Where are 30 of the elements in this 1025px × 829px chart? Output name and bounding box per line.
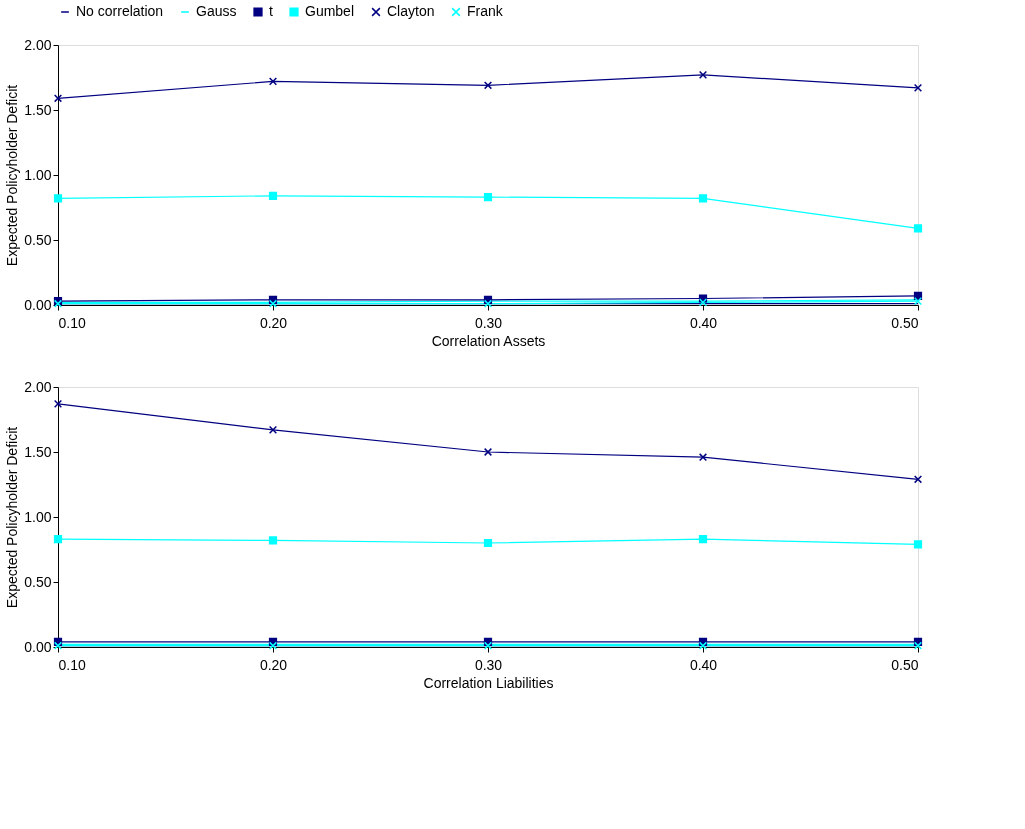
x-tick-label: 0.40 [689,656,718,673]
legend-label: No correlation [76,3,164,19]
x-tick-label: 0.30 [474,314,503,331]
x-axis-title: Correlation Liabilities [423,674,554,691]
y-tick-label: 1.50 [24,101,52,118]
y-tick-label: 1.00 [24,166,52,183]
y-tick-label: 0.50 [24,573,52,590]
y-axis-title: Expected Policyholder Deficit [4,84,21,267]
y-tick-label: 2.00 [24,378,52,395]
x-tick-label: 0.20 [259,656,288,673]
y-tick-label: 0.50 [24,231,52,248]
x-tick-label: 0.30 [474,656,503,673]
x-tick-label: 0.50 [891,314,919,331]
x-axis-title: Correlation Assets [431,332,546,349]
legend-label: Gauss [196,3,237,19]
x-tick-label: 0.10 [58,314,86,331]
y-tick-label: 1.50 [24,443,52,460]
x-tick-label: 0.50 [891,656,919,673]
y-axis-title: Expected Policyholder Deficit [4,426,21,609]
y-tick-label: 0.00 [24,296,52,313]
y-tick-label: 0.00 [24,638,52,655]
x-tick-label: 0.20 [259,314,288,331]
legend-label: Gumbel [305,3,355,19]
legend-label: Clayton [387,3,435,19]
legend-label: t [269,3,273,19]
y-tick-label: 2.00 [24,36,52,53]
x-tick-label: 0.40 [689,314,718,331]
y-tick-label: 1.00 [24,508,52,525]
legend-label: Frank [467,3,504,19]
x-tick-label: 0.10 [58,656,86,673]
